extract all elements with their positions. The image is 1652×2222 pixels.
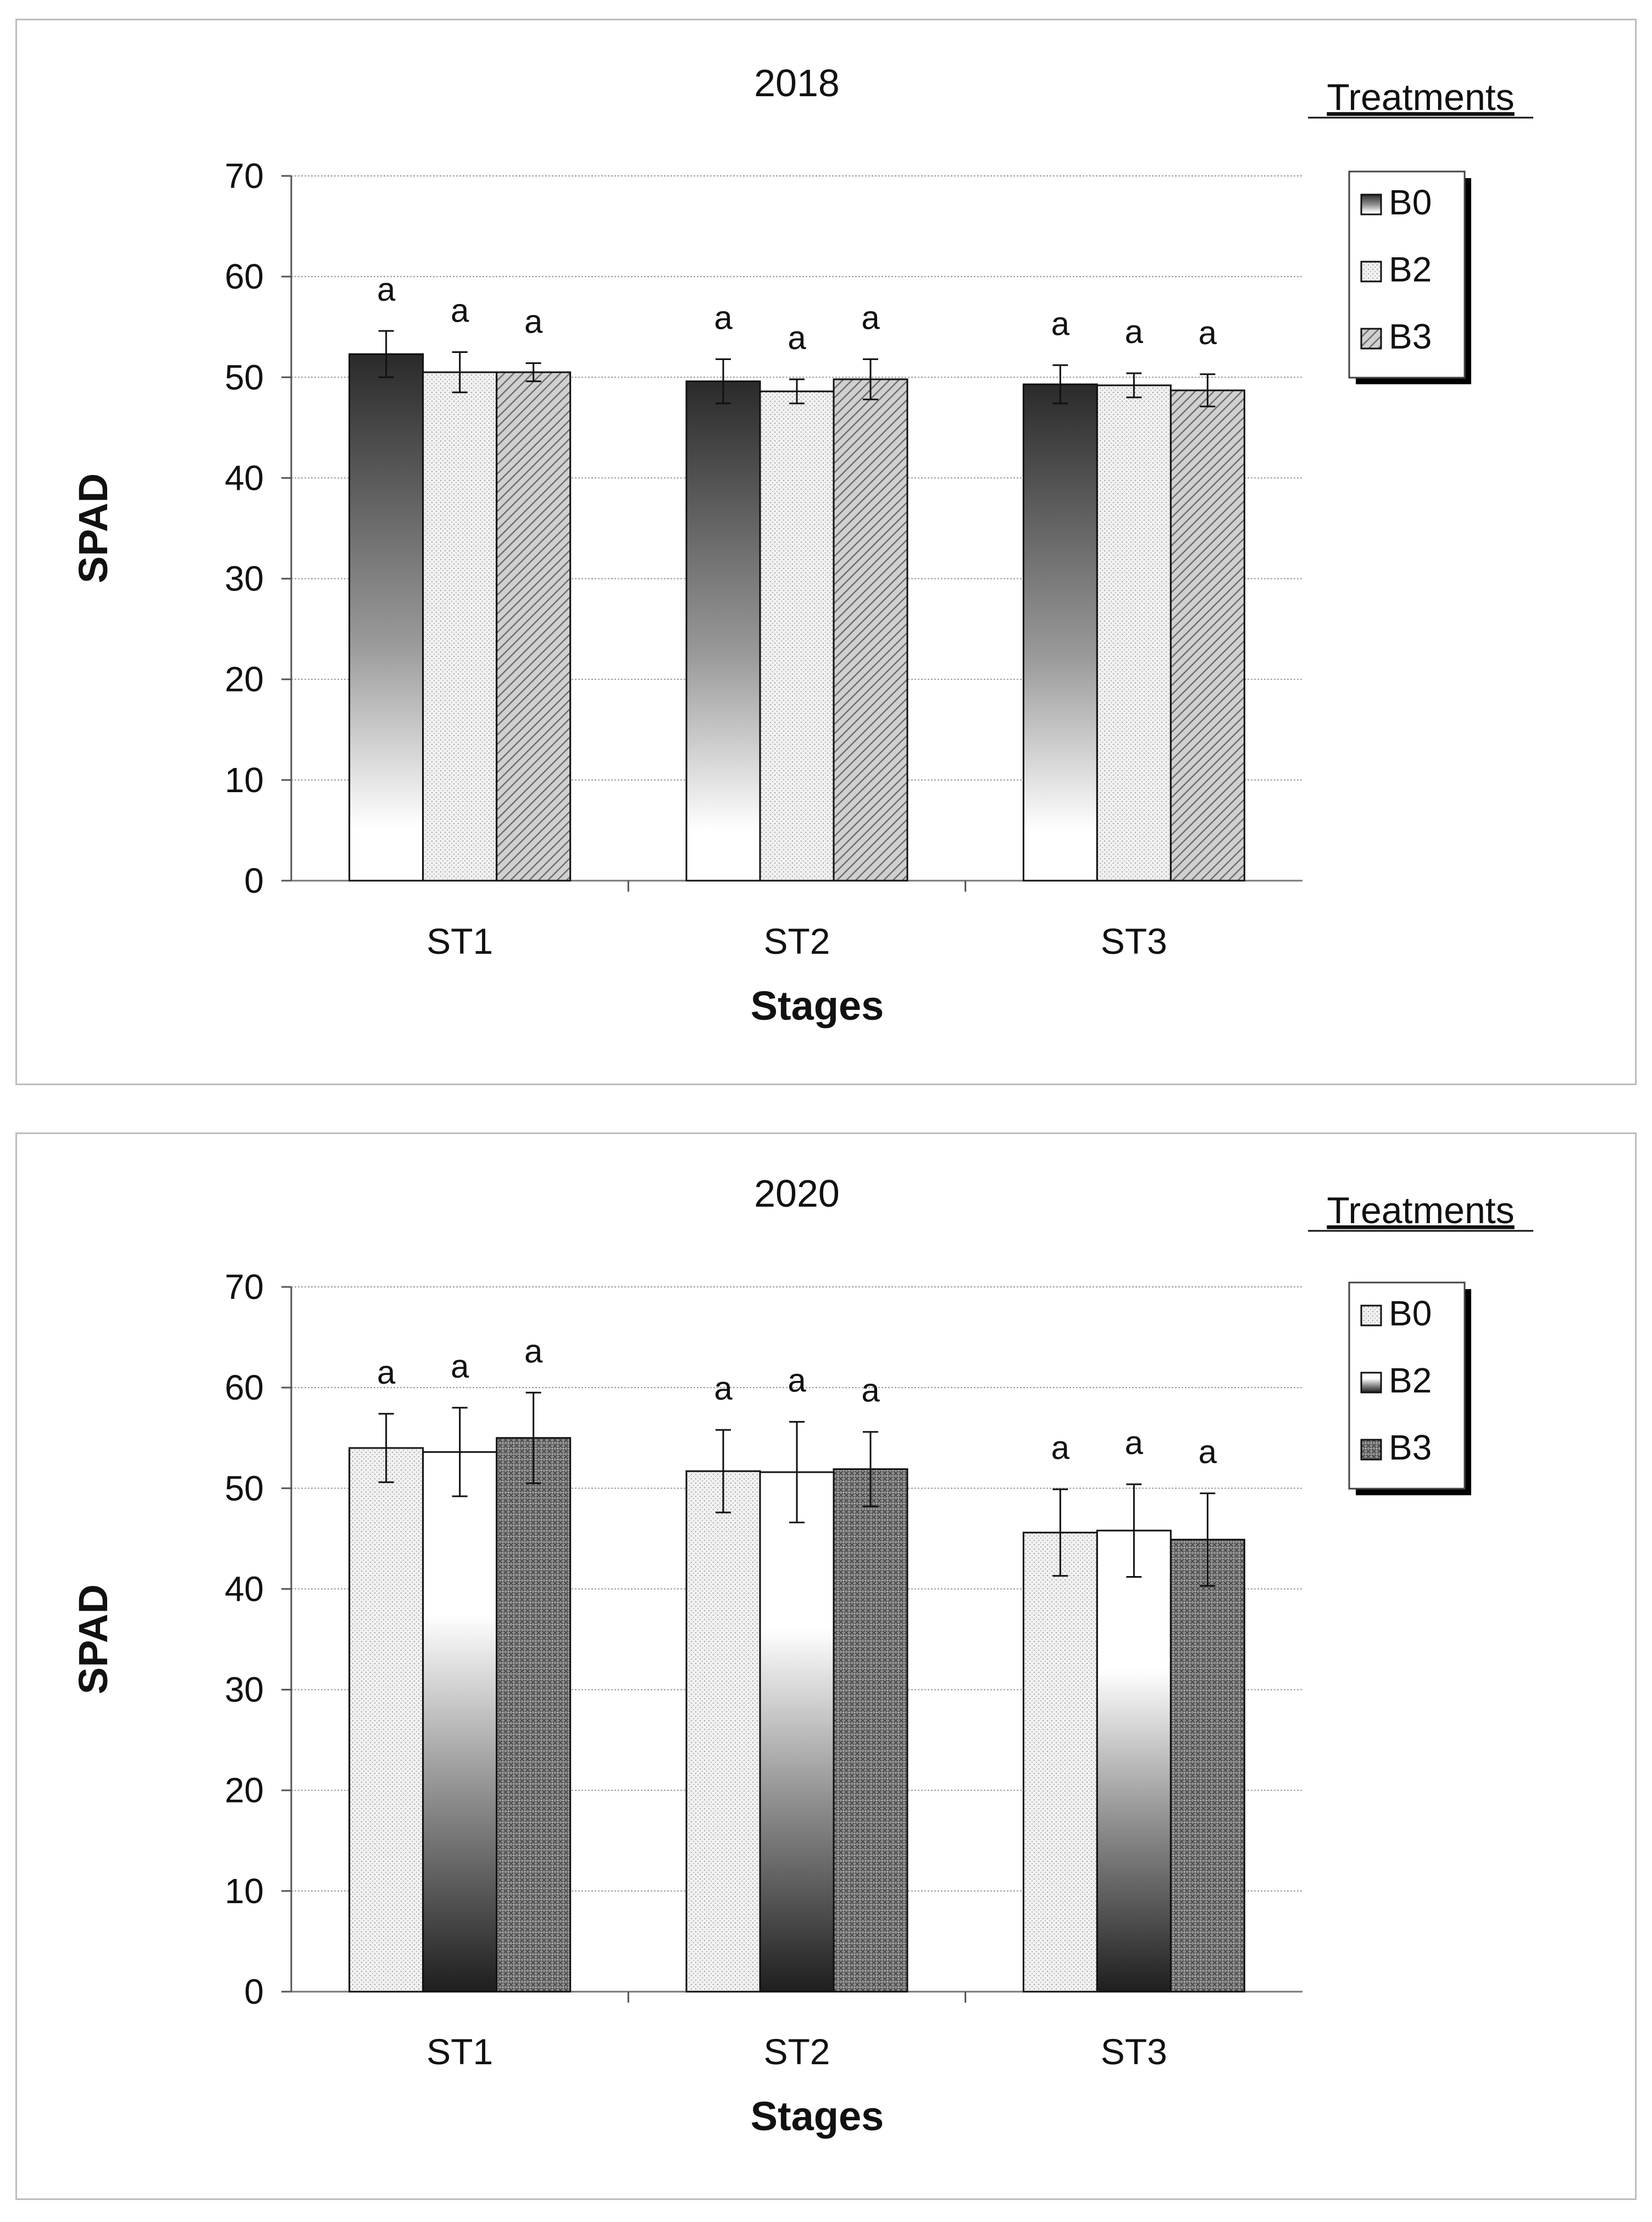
significance-label: a <box>861 1372 880 1409</box>
significance-label: a <box>1125 313 1144 350</box>
significance-label: a <box>377 271 396 308</box>
y-tick-label: 70 <box>225 156 264 196</box>
legend-label-b0: B0 <box>1389 1294 1432 1333</box>
significance-label: a <box>861 299 880 336</box>
significance-label: a <box>524 303 543 340</box>
legend-swatch-b0 <box>1360 1305 1382 1326</box>
bar-b0-st3 <box>1022 383 1098 882</box>
x-axis-label: Stages <box>751 2093 884 2139</box>
bar-b2-st2 <box>759 390 835 882</box>
significance-label: a <box>1199 314 1217 351</box>
y-tick-label: 0 <box>244 1972 264 2011</box>
legend-label-b3: B3 <box>1389 1428 1432 1467</box>
significance-label: a <box>1125 1424 1144 1461</box>
bar-b2-st3 <box>1096 384 1172 882</box>
bar-b3-st3 <box>1169 389 1245 882</box>
bar-b0-st1 <box>348 1447 424 1993</box>
y-tick-label: 40 <box>225 458 264 498</box>
y-tick-label: 0 <box>244 861 264 900</box>
legend-label-b3: B3 <box>1389 317 1432 356</box>
x-tick-label: ST3 <box>1101 921 1167 961</box>
bar-b0-st2 <box>685 1470 761 1993</box>
chart-title: 2018 <box>754 62 840 104</box>
chart-title: 2020 <box>754 1172 840 1215</box>
y-tick-label: 60 <box>225 257 264 296</box>
y-tick-label: 50 <box>225 1468 264 1508</box>
legend-swatch-b2 <box>1360 1372 1382 1394</box>
significance-label: a <box>788 319 806 356</box>
bar-b3-st1 <box>496 1437 572 1993</box>
x-tick-label: ST1 <box>426 921 493 961</box>
y-tick-label: 30 <box>225 1670 264 1710</box>
legend-title: Treatments <box>1327 76 1514 118</box>
y-axis-label: SPAD <box>70 473 116 583</box>
legend-label-b2: B2 <box>1389 1361 1432 1400</box>
y-tick-label: 10 <box>225 760 264 800</box>
x-axis-label: Stages <box>751 983 884 1029</box>
bar-b2-st3 <box>1096 1529 1172 1993</box>
bar-b2-st2 <box>759 1471 835 1993</box>
significance-label: a <box>451 1348 469 1385</box>
bar-b3-st1 <box>496 371 572 882</box>
significance-label: a <box>524 1333 543 1369</box>
y-tick-label: 30 <box>225 559 264 599</box>
y-tick-label: 40 <box>225 1569 264 1609</box>
legend-swatch-b3 <box>1360 328 1382 350</box>
chart-2020: 2020 0 10 20 30 40 50 60 70 ST1 ST2 ST3 Stages SPAD a a… <box>70 1172 1533 2139</box>
legend-label-b2: B2 <box>1389 250 1432 289</box>
bar-b3-st2 <box>833 378 908 882</box>
x-tick-label: ST2 <box>763 2031 830 2072</box>
legend-swatch-b2 <box>1360 261 1382 283</box>
y-axis-label: SPAD <box>70 1584 116 1694</box>
chart-2018: 2018 0 10 20 30 40 50 60 70 ST1 ST2 ST3 Stages SPAD a a… <box>70 62 1533 1029</box>
bar-b2-st1 <box>422 1451 498 1993</box>
y-tick-label: 70 <box>225 1267 264 1307</box>
significance-label: a <box>377 1354 396 1391</box>
y-tick-label: 60 <box>225 1368 264 1407</box>
y-tick-label: 50 <box>225 357 264 397</box>
x-tick-label: ST3 <box>1101 2031 1167 2072</box>
significance-label: a <box>1051 305 1070 342</box>
bar-b0-st1 <box>348 353 424 882</box>
bar-b3-st2 <box>833 1468 908 1993</box>
legend-label-b0: B0 <box>1389 183 1432 222</box>
bar-b2-st1 <box>422 371 498 882</box>
y-tick-label: 20 <box>225 660 264 699</box>
legend-swatch-b3 <box>1360 1439 1382 1461</box>
significance-label: a <box>714 1370 733 1407</box>
significance-label: a <box>1199 1433 1217 1470</box>
significance-label: a <box>1051 1429 1070 1466</box>
x-tick-label: ST2 <box>763 921 830 961</box>
bar-b0-st3 <box>1022 1532 1098 1993</box>
y-tick-label: 20 <box>225 1771 264 1810</box>
y-tick-label: 10 <box>225 1871 264 1911</box>
bar-b0-st2 <box>685 380 761 882</box>
significance-label: a <box>788 1362 806 1399</box>
bar-b3-st3 <box>1169 1539 1245 1993</box>
significance-label: a <box>714 299 733 336</box>
legend-title: Treatments <box>1327 1190 1514 1231</box>
significance-label: a <box>451 292 469 329</box>
x-tick-label: ST1 <box>426 2031 493 2072</box>
legend-swatch-b0 <box>1360 194 1382 215</box>
